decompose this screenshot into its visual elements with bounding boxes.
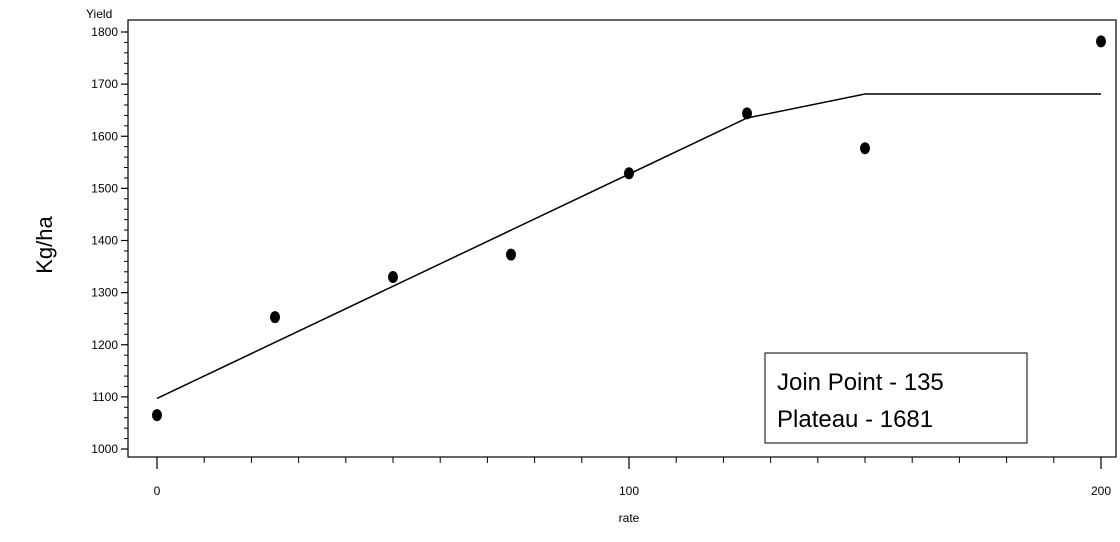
annotation-line-1: Join Point - 135: [777, 369, 944, 396]
data-point: [742, 107, 752, 120]
y-tick-label: 1400: [91, 234, 118, 248]
y-minor-ticks: [124, 41, 128, 440]
plot-frame: [127, 19, 1117, 458]
y-tick-label: 1000: [91, 442, 118, 456]
y-axis-title: Kg/ha: [32, 215, 57, 273]
data-point: [388, 270, 398, 283]
y-tick-label: 1300: [91, 286, 118, 300]
annotation-box: Join Point - 135 Plateau - 1681: [764, 352, 1028, 444]
data-point: [506, 248, 516, 261]
y-ticks: 1000 1100 1200 1300 1400 1500 1600 1700 1800: [91, 25, 128, 456]
annotation-line-2: Plateau - 1681: [777, 406, 933, 433]
x-axis-title: rate: [619, 511, 640, 525]
fit-line-group: [156, 93, 1101, 400]
y-tick-label: 1500: [91, 181, 118, 195]
x-tick-label: 100: [619, 484, 639, 498]
fit-line: [156, 93, 1101, 400]
x-tick-label: 0: [154, 484, 161, 498]
data-point: [624, 167, 634, 180]
data-point: [270, 311, 280, 324]
y-axis-unit-label: Yield: [86, 7, 112, 21]
data-point: [860, 142, 870, 155]
y-tick-label: 1700: [91, 77, 118, 91]
y-tick-label: 1600: [91, 129, 118, 143]
data-point: [152, 409, 162, 422]
annotation-frame: [764, 352, 1028, 444]
data-point: [1096, 35, 1106, 48]
y-tick-label: 1800: [91, 25, 118, 39]
x-minor-ticks: [203, 457, 1055, 463]
x-tick-label: 200: [1091, 484, 1111, 498]
x-ticks: 0 100 200: [154, 457, 1111, 498]
y-tick-label: 1200: [91, 338, 118, 352]
y-tick-label: 1100: [92, 390, 118, 404]
points-group: [152, 35, 1106, 422]
